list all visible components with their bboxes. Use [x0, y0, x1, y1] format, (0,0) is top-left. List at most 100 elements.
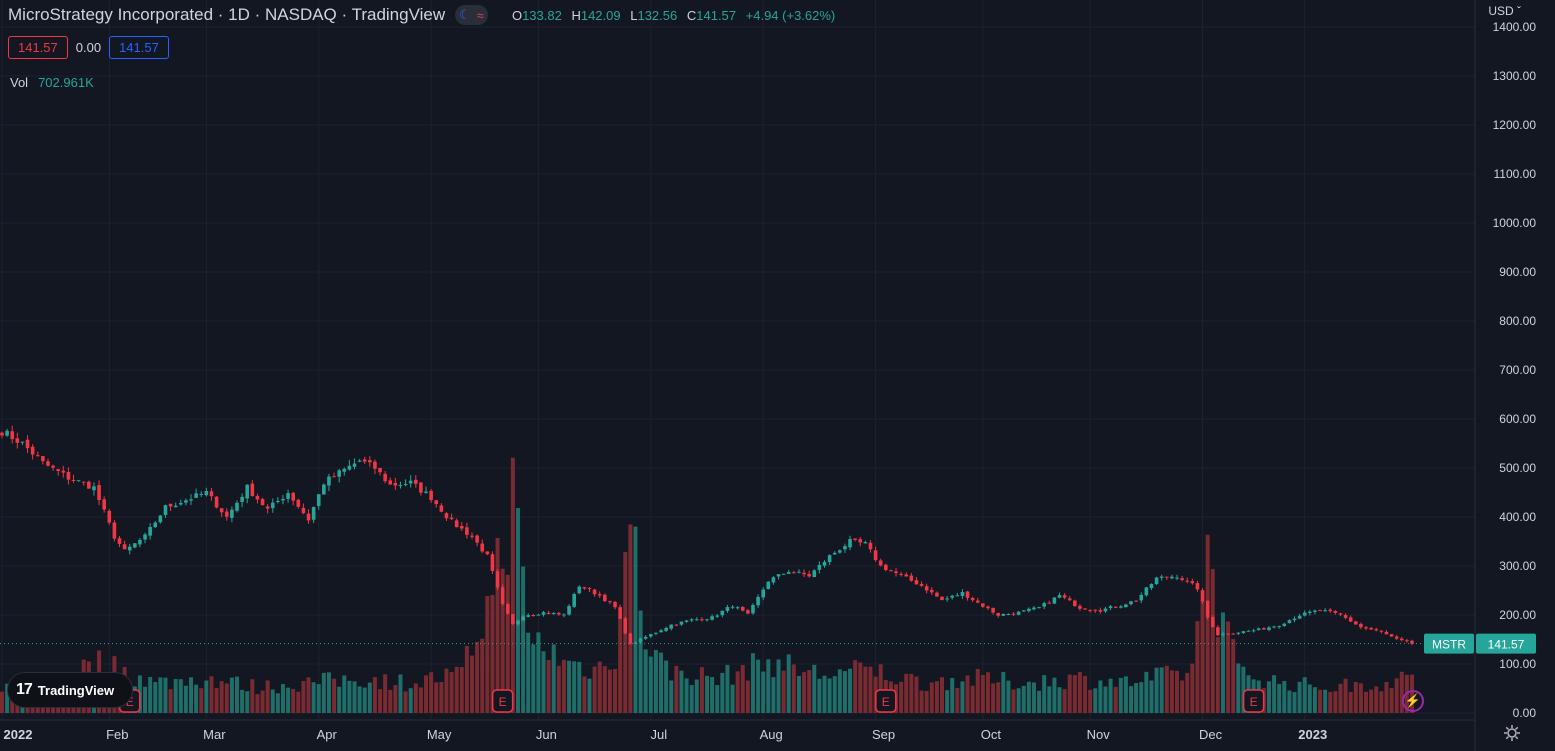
candle-body	[327, 476, 331, 486]
volume-bar	[628, 524, 633, 713]
candle-body	[541, 612, 546, 615]
earnings-marker-label: E	[1250, 695, 1258, 709]
volume-bar	[255, 694, 260, 713]
volume-bar	[1052, 677, 1057, 713]
candle-body	[776, 574, 781, 577]
volume-bar	[1302, 677, 1307, 713]
candle-body	[689, 619, 694, 621]
candle-body	[316, 494, 321, 507]
tradingview-logo[interactable]: 17 TradingView	[7, 672, 133, 708]
earnings-marker-label: E	[882, 695, 890, 709]
volume-bar	[1348, 691, 1353, 713]
symbol-tag[interactable]	[1424, 633, 1474, 654]
volume-bar	[781, 670, 786, 713]
candle-body	[945, 598, 949, 600]
candle-body	[1277, 626, 1281, 628]
candle-body	[10, 431, 15, 440]
volume-legend: Vol 702.961K	[10, 75, 94, 90]
candle-body	[597, 594, 602, 596]
volume-bar	[209, 676, 214, 713]
y-tick-label: 200.00	[1499, 608, 1536, 622]
candle-body	[1348, 617, 1353, 622]
volume-bar	[853, 660, 858, 713]
candle-body	[1313, 610, 1317, 612]
candle-body	[117, 538, 122, 544]
market-status-pill[interactable]: ☾ ≈	[455, 5, 488, 25]
candle-body	[608, 601, 612, 603]
candle-body	[751, 604, 755, 614]
candle-body	[807, 573, 811, 577]
candle-body	[567, 606, 571, 615]
volume-bar	[429, 672, 434, 713]
candle-body	[184, 500, 188, 503]
volume-label[interactable]: Vol	[10, 75, 29, 90]
volume-bar	[204, 680, 209, 713]
volume-bar	[10, 694, 15, 713]
candle-body	[654, 632, 658, 634]
buy-button[interactable]: 141.57	[109, 36, 169, 59]
candle-body	[1333, 610, 1338, 613]
candle-body	[562, 614, 566, 616]
candle-body	[1246, 630, 1251, 632]
candle-body	[899, 573, 903, 575]
volume-value: 702.961K	[38, 75, 94, 90]
candle-body	[1389, 634, 1394, 637]
volume-bar	[807, 670, 812, 713]
candle-body	[403, 484, 408, 486]
candle-body	[700, 619, 704, 621]
volume-bar	[909, 673, 914, 713]
volume-bar	[1001, 671, 1006, 713]
earnings-marker-label: E	[126, 695, 134, 709]
candle-body	[659, 630, 663, 633]
candle-body	[1149, 584, 1154, 589]
candle-body	[786, 572, 791, 574]
candle-body	[1073, 600, 1077, 607]
earnings-marker[interactable]	[1242, 689, 1265, 713]
volume-bar	[475, 641, 480, 713]
volume-bar	[347, 680, 352, 713]
volume-bar	[786, 654, 791, 713]
volume-bar	[229, 677, 234, 713]
volume-bar	[970, 685, 975, 713]
volume-bar	[1011, 689, 1016, 713]
sell-button[interactable]: 141.57	[8, 36, 68, 59]
candle-body	[1001, 613, 1006, 616]
candle-body	[1369, 627, 1373, 630]
symbol-title[interactable]: MicroStrategy Incorporated · 1D · NASDAQ…	[8, 5, 446, 24]
candle-body	[894, 571, 898, 574]
candle-body	[674, 624, 679, 626]
volume-bar	[1139, 682, 1144, 713]
earnings-marker[interactable]	[491, 689, 514, 713]
volume-bar	[858, 662, 863, 713]
candle-body	[61, 470, 66, 473]
candle-body	[306, 513, 311, 521]
candle-body	[1134, 600, 1138, 602]
x-tick-label: Mar	[203, 727, 226, 742]
candle-body	[495, 571, 500, 588]
volume-bar	[337, 686, 342, 713]
earnings-marker[interactable]	[875, 689, 897, 713]
candle-body	[51, 465, 55, 468]
candle-body	[245, 484, 250, 499]
candle-body	[838, 550, 842, 553]
volume-bar	[1297, 681, 1302, 713]
lightning-icon[interactable]: ⚡	[1402, 690, 1424, 712]
volume-bar	[1185, 672, 1190, 713]
candle-body	[1078, 605, 1082, 609]
volume-bar	[567, 660, 572, 713]
volume-bar	[403, 691, 408, 713]
candle-body	[531, 615, 536, 617]
candle-body	[638, 638, 643, 643]
candle-body	[1124, 604, 1128, 608]
candle-body	[378, 467, 382, 473]
volume-bar	[235, 676, 239, 713]
candle-body	[0, 432, 4, 436]
volume-bar	[1072, 675, 1077, 713]
volume-bar	[500, 568, 505, 713]
candle-body	[628, 633, 633, 644]
candle-body	[15, 438, 20, 443]
currency-selector[interactable]: USD ˇ	[1488, 4, 1521, 18]
candle-body	[613, 601, 617, 608]
gear-icon[interactable]	[1503, 724, 1521, 742]
